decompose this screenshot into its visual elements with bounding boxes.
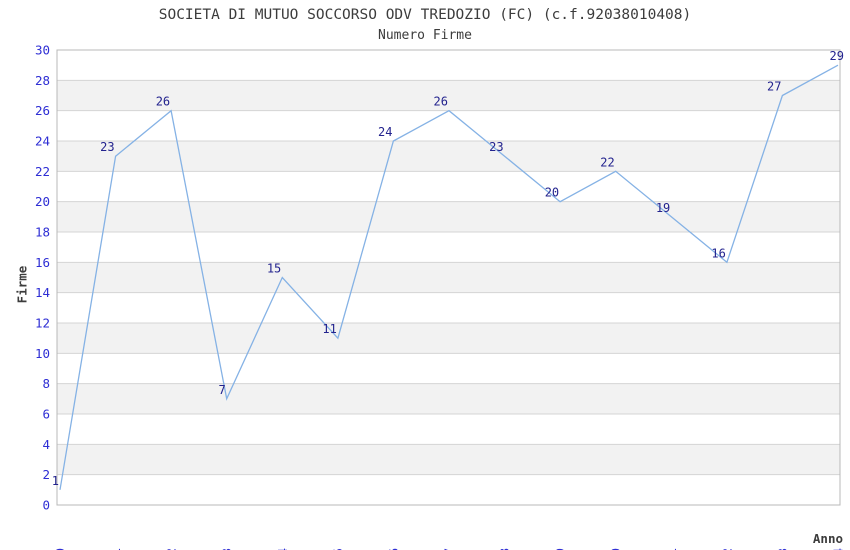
data-point-label: 15: [267, 262, 281, 276]
data-point-label: 29: [830, 49, 844, 63]
band-gray: [57, 444, 840, 475]
x-tick-label: 2017: [442, 548, 457, 550]
y-tick-label: 30: [35, 43, 50, 58]
data-point-label: 26: [434, 95, 448, 109]
data-point-label: 19: [656, 201, 670, 215]
x-tick-label: 2011: [108, 548, 123, 550]
y-tick-label: 22: [35, 164, 50, 179]
y-tick-label: 14: [35, 285, 50, 300]
x-tick-label: 2018: [497, 548, 512, 550]
y-tick-label: 8: [42, 376, 50, 391]
y-tick-label: 20: [35, 194, 50, 209]
band-gray: [57, 201, 840, 232]
x-tick-label: 2010: [53, 548, 68, 550]
x-tick-label: 2024: [831, 548, 846, 550]
band-white: [57, 232, 840, 263]
x-tick-label: 2023: [775, 548, 790, 550]
band-white: [57, 50, 840, 81]
y-tick-label: 10: [35, 346, 50, 361]
data-line: [59, 64, 839, 490]
band-white: [57, 110, 840, 141]
y-tick-label: 26: [35, 103, 50, 118]
x-tick-label: 2020: [608, 548, 623, 550]
band-white: [57, 414, 840, 445]
x-axis-label: Anno: [812, 531, 843, 546]
band-gray: [57, 323, 840, 354]
plot-border: [56, 49, 841, 506]
band-gray: [57, 383, 840, 414]
band-white: [57, 171, 840, 202]
data-point-label: 1: [52, 474, 59, 488]
band-white: [57, 353, 840, 384]
data-point-label: 11: [322, 322, 336, 336]
x-tick-label: 2015: [330, 548, 345, 550]
x-tick-label: 2019: [553, 548, 568, 550]
x-tick-label: 2021: [664, 548, 679, 550]
band-gray: [57, 262, 840, 293]
data-point-label: 22: [600, 155, 614, 169]
y-tick-label: 12: [35, 316, 50, 331]
band-white: [57, 292, 840, 323]
chart-subtitle: Numero Firme: [378, 28, 472, 43]
data-point-label: 26: [156, 95, 170, 109]
data-point-label: 16: [711, 246, 725, 260]
x-tick-label: 2013: [219, 548, 234, 550]
band-gray: [57, 141, 840, 172]
x-tick-label: 2016: [386, 548, 401, 550]
data-point-label: 27: [767, 80, 781, 94]
y-tick-label: 6: [42, 407, 50, 422]
y-tick-label: 0: [42, 498, 50, 513]
y-tick-label: 16: [35, 255, 50, 270]
y-tick-label: 2: [42, 467, 50, 482]
x-tick-label: 2012: [164, 548, 179, 550]
y-tick-label: 28: [35, 73, 50, 88]
y-axis-label: Firme: [14, 265, 30, 304]
data-point-label: 23: [489, 140, 503, 154]
y-tick-label: 18: [35, 225, 50, 240]
data-point-label: 20: [545, 186, 559, 200]
band-gray: [57, 80, 840, 111]
band-white: [57, 474, 840, 505]
x-tick-label: 2014: [275, 548, 290, 550]
data-point-label: 7: [218, 383, 225, 397]
y-tick-label: 4: [42, 437, 50, 452]
data-point-label: 24: [378, 125, 392, 139]
data-point-label: 23: [100, 140, 114, 154]
chart-title: SOCIETA DI MUTUO SOCCORSO ODV TREDOZIO (…: [158, 7, 692, 23]
y-tick-label: 24: [35, 134, 50, 149]
